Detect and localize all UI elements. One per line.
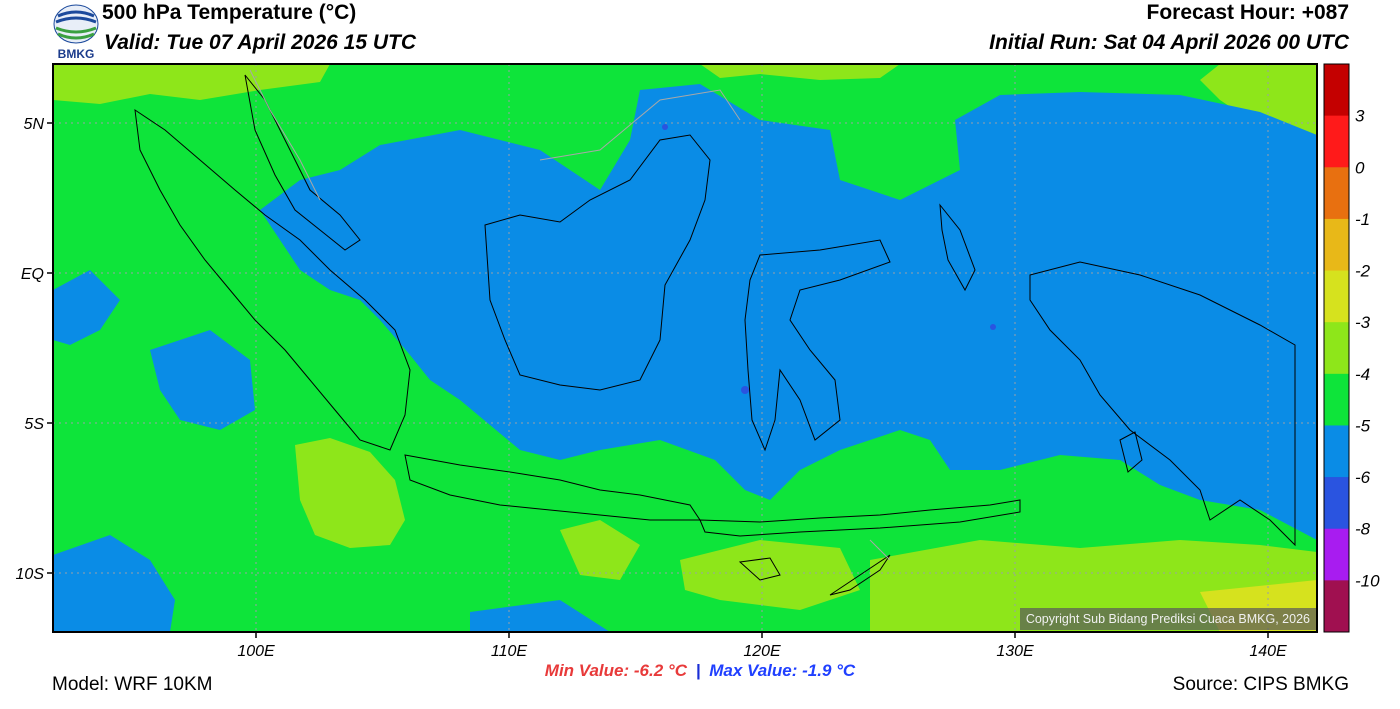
legend-frame	[1323, 63, 1350, 633]
field-cold-sumatra	[150, 330, 255, 430]
legend-swatch	[1324, 425, 1349, 478]
min-value: Min Value: -6.2 °C	[544, 661, 687, 680]
source-label: Source: CIPS BMKG	[1172, 674, 1349, 695]
timor-coast	[829, 554, 891, 596]
field-cold-west	[53, 270, 120, 345]
forecast-hour: Forecast Hour: +087	[1146, 1, 1350, 24]
field-warm-nw	[53, 64, 330, 104]
malay-peninsula	[244, 74, 361, 251]
x-tick-110E: 110E	[491, 643, 528, 660]
aru-islands	[1119, 431, 1143, 473]
x-tick-120E: 120E	[743, 643, 781, 660]
map-field	[53, 64, 1317, 632]
y-tick-5S: 5S	[24, 416, 44, 433]
borders-grey	[249, 69, 891, 561]
legend-swatch	[1324, 580, 1349, 633]
field-warm-n	[700, 64, 900, 80]
logo-text: BMKG	[58, 47, 95, 60]
sulawesi-coast	[744, 239, 891, 452]
map-frame	[52, 63, 1318, 633]
maluku-halmahera	[939, 203, 976, 292]
field-cold-sw	[53, 535, 175, 632]
coastlines	[134, 74, 1296, 596]
field-spot-3	[662, 124, 668, 130]
legend-label: 0	[1355, 158, 1365, 177]
chart-title: 500 hPa Temperature (°C)	[102, 1, 357, 24]
field-warm-sw	[295, 438, 405, 548]
legend-swatch	[1324, 528, 1349, 581]
legend-swatch	[1324, 322, 1349, 375]
sumba-coast	[738, 557, 781, 581]
legend-label: -8	[1355, 520, 1371, 539]
min-max-stats: Min Value: -6.2 °C | Max Value: -1.9 °C	[0, 661, 1400, 681]
legend-label: -1	[1355, 210, 1370, 229]
field-warm-s2	[680, 540, 860, 610]
legend-label: 3	[1355, 107, 1365, 126]
legend-swatch	[1324, 64, 1349, 117]
legend-label: -10	[1355, 571, 1380, 590]
borneo-coast	[484, 134, 711, 391]
field-cold-south	[470, 600, 610, 632]
legend-label: -2	[1355, 262, 1371, 281]
legend-swatch	[1324, 167, 1349, 220]
graticule	[53, 64, 1317, 632]
field-spot-2	[990, 324, 996, 330]
initial-run: Initial Run: Sat 04 April 2026 00 UTC	[989, 31, 1349, 54]
legend-label: -3	[1355, 313, 1371, 332]
valid-time: Valid: Tue 07 April 2026 15 UTC	[104, 31, 417, 54]
lesser-sunda	[699, 499, 1021, 537]
legend-label: -5	[1355, 416, 1371, 435]
max-value: Max Value: -1.9 °C	[709, 661, 856, 680]
legend-label: -6	[1355, 468, 1371, 487]
y-tick-EQ: EQ	[21, 266, 44, 283]
y-tick-5N: 5N	[24, 116, 45, 133]
x-tick-100E: 100E	[237, 643, 275, 660]
y-tick-10S: 10S	[16, 566, 45, 583]
legend-swatch	[1324, 270, 1349, 323]
field-cold-central	[260, 84, 1317, 540]
copyright-note: Copyright Sub Bidang Prediksi Cuaca BMKG…	[1019, 608, 1316, 630]
field-spot-1	[741, 386, 749, 394]
papua-coast	[1029, 261, 1296, 547]
legend-label: -4	[1355, 365, 1370, 384]
legend-swatch	[1324, 477, 1349, 530]
x-tick-130E: 130E	[996, 643, 1034, 660]
sumatra-coast	[134, 108, 411, 451]
stats-separator: |	[695, 661, 701, 680]
model-label: Model: WRF 10KM	[52, 674, 213, 695]
x-tick-140E: 140E	[1249, 643, 1287, 660]
bmkg-logo: BMKG	[52, 2, 100, 61]
field-warm-s1	[560, 520, 640, 580]
legend-swatch	[1324, 115, 1349, 168]
legend-swatch	[1324, 373, 1349, 426]
color-legend: 3 0 -1 -2 -3 -4 -5 -6 -8 -10	[1323, 63, 1380, 633]
legend-swatch	[1324, 218, 1349, 272]
